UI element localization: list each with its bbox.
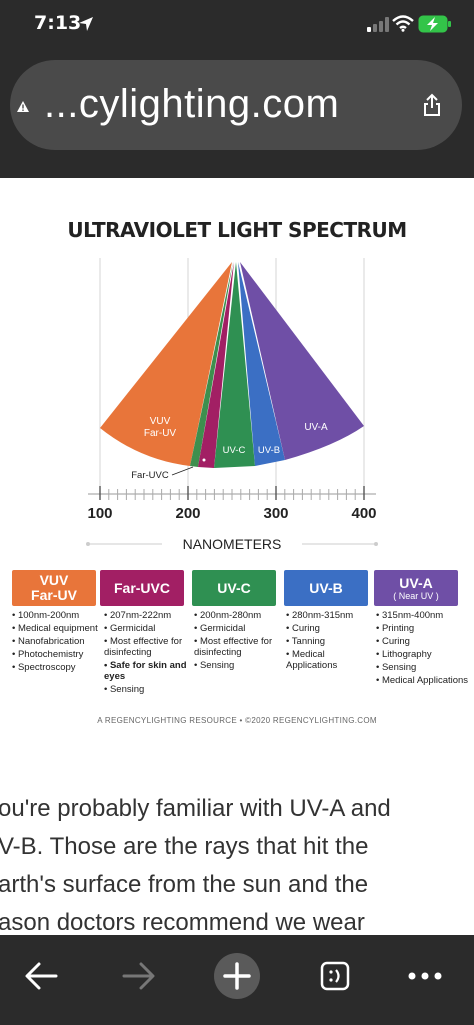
uv-spectrum-diagram: VUV Far-UV UV-C UV-B UV-A Far-UVC 100 20… (86, 258, 378, 552)
category-faruvc-name: Far-UVC (113, 579, 170, 596)
cellular-signal-icon (367, 17, 389, 32)
faruvc-marker (202, 458, 206, 462)
category-vuv-name: VUV (39, 572, 69, 588)
category-vuv: VUV Far-UV (12, 570, 96, 606)
list-item: • Sensing (376, 662, 417, 673)
list-item: • Most effective for disinfecting (104, 636, 183, 658)
category-vuv-sub: Far-UV (31, 587, 77, 603)
category-uva-list: • 315nm-400nm • Printing • Curing • Lith… (376, 610, 470, 688)
menu-button[interactable] (400, 951, 450, 1001)
tick-200: 200 (175, 505, 200, 522)
list-item: • Medical Applications (286, 649, 338, 671)
category-faruvc: Far-UVC (100, 570, 184, 606)
list-item: • Safe for skin and eyes (104, 660, 187, 682)
label-uvc: UV-C (223, 445, 246, 456)
list-item: • Most effective for disinfecting (194, 636, 273, 658)
category-uvc-list: • 200nm-280nm • Germicidal • Most effect… (194, 610, 280, 673)
arrow-left-icon (25, 962, 58, 990)
list-item: • Medical equipment (12, 623, 98, 634)
label-vuv-2: Far-UV (144, 428, 177, 439)
article-line: V-B. Those are the rays that hit the (0, 833, 369, 860)
address-bar[interactable]: ...cylighting.com (10, 60, 462, 150)
share-icon[interactable] (422, 93, 442, 117)
wifi-icon (392, 15, 414, 32)
list-item: • 100nm-200nm (12, 610, 80, 621)
list-item: • Medical Applications (376, 675, 469, 686)
warning-icon[interactable] (16, 100, 30, 113)
band-uvb (238, 262, 285, 466)
band-uva (240, 262, 364, 460)
list-item: • Tanning (286, 636, 326, 647)
status-bar: 7:13 (0, 0, 474, 50)
category-uvb-name: UV-B (309, 579, 343, 596)
more-dots-icon (408, 972, 442, 980)
article-text: ou're probably familiar with UV-A and V-… (0, 790, 474, 935)
list-item: • Sensing (194, 660, 235, 671)
tabs-button[interactable] (310, 951, 360, 1001)
article-line: arth's surface from the sun and the (0, 871, 369, 898)
list-item: • 315nm-400nm (376, 610, 444, 621)
back-button[interactable] (16, 951, 66, 1001)
label-uva: UV-A (304, 422, 328, 433)
nm-axis: 100 200 300 400 NANOMETERS (86, 486, 378, 552)
tick-100: 100 (87, 505, 112, 522)
web-content: ULTRAVIOLET LIGHT SPECTRUM VUV Far-UV UV… (0, 178, 474, 935)
category-uva-name: UV-A (399, 574, 433, 591)
category-vuv-list: • 100nm-200nm • Medical equipment • Nano… (12, 610, 102, 675)
new-tab-button[interactable] (212, 951, 262, 1001)
article-line: ason doctors recommend we wear (0, 909, 365, 935)
url-text[interactable]: ...cylighting.com (44, 82, 340, 126)
browser-bottom-bar (0, 935, 474, 1025)
category-uva: UV-A ( Near UV ) (374, 570, 458, 606)
list-item: • Printing (376, 623, 415, 634)
label-faruvc: Far-UVC (131, 470, 169, 481)
category-uvc: UV-C (192, 570, 276, 606)
category-uvb: UV-B (284, 570, 368, 606)
chart-title: ULTRAVIOLET LIGHT SPECTRUM (67, 218, 407, 242)
band-faruvc-thin (190, 262, 233, 467)
arrow-right-icon (122, 962, 155, 990)
list-item: • Nanofabrication (12, 636, 85, 647)
list-item: • Lithography (376, 649, 432, 660)
list-item: • Photochemistry (12, 649, 84, 660)
tick-300: 300 (263, 505, 288, 522)
tick-400: 400 (351, 505, 376, 522)
list-item: • Germicidal (104, 623, 156, 634)
figure-credit: A REGENCYLIGHTING RESOURCE • ©2020 REGEN… (97, 716, 377, 725)
list-item: • Spectroscopy (12, 662, 76, 673)
list-item: • Sensing (104, 684, 145, 695)
tab-switcher-icon (320, 961, 350, 991)
list-item: • Germicidal (194, 623, 246, 634)
list-item: • 207nm-222nm (104, 610, 172, 621)
list-item: • Curing (286, 623, 320, 634)
list-item: • 200nm-280nm (194, 610, 262, 621)
forward-button[interactable] (114, 951, 164, 1001)
location-arrow-icon (79, 17, 93, 31)
list-item: • 280nm-315nm (286, 610, 354, 621)
label-vuv-1: VUV (150, 416, 171, 427)
list-item: • Curing (376, 636, 410, 647)
band-uvc (214, 262, 255, 468)
band-faruvc (198, 262, 234, 468)
axis-label: NANOMETERS (183, 536, 282, 552)
category-faruvc-list: • 207nm-222nm • Germicidal • Most effect… (104, 610, 190, 697)
band-vuv (100, 262, 232, 466)
category-uva-sub: ( Near UV ) (393, 590, 439, 601)
faruvc-leader (171, 466, 194, 476)
label-uvb: UV-B (258, 445, 280, 456)
plus-icon (214, 953, 260, 999)
category-uvc-name: UV-C (217, 579, 251, 596)
browser-toolbar: ...cylighting.com (0, 50, 474, 178)
category-uvb-list: • 280nm-315nm • Curing • Tanning • Medic… (286, 610, 372, 673)
clock: 7:13 (34, 12, 82, 34)
battery-charging-icon (418, 15, 451, 33)
article-line: ou're probably familiar with UV-A and (0, 795, 391, 822)
